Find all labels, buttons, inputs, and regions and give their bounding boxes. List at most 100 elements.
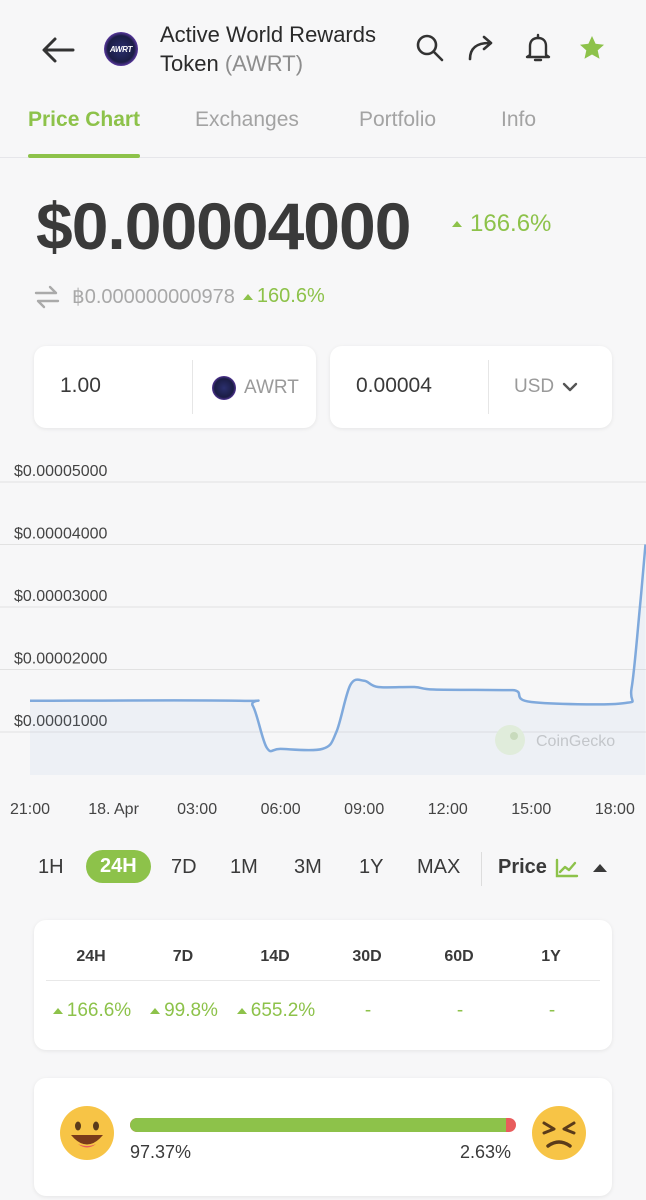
favorite-button[interactable] xyxy=(574,30,610,66)
up-arrow-icon xyxy=(150,1008,161,1014)
range-3m[interactable]: 3M xyxy=(294,856,322,878)
perf-header-7d: 7D xyxy=(172,948,194,965)
coin-title-line1: Active World Rewards xyxy=(160,22,376,47)
share-button[interactable] xyxy=(465,30,501,66)
active-tab-indicator xyxy=(28,154,140,158)
usd-price: $0.00004000 xyxy=(36,189,411,263)
tab-price-chart[interactable]: Price Chart xyxy=(28,108,141,131)
price-chart-svg[interactable]: $0.00005000 $0.00004000 $0.00003000 $0.0000… xyxy=(0,455,646,825)
usd-price-change: 166.6% xyxy=(452,210,551,238)
coin-symbol: (AWRT) xyxy=(224,51,304,76)
chart-type-toggle[interactable]: Price xyxy=(498,856,607,879)
btc-price: ฿0.000000000978 xyxy=(72,286,235,308)
coin-title-line2: Token xyxy=(160,51,219,76)
y-tick-label: $0.00003000 xyxy=(14,588,108,605)
divider xyxy=(46,980,600,981)
perf-value-1y: - xyxy=(548,1000,556,1021)
price-chart[interactable]: $0.00005000 $0.00004000 $0.00003000 $0.0000… xyxy=(0,455,646,825)
perf-value-7d: 99.8% xyxy=(138,1000,230,1022)
negative-percent: 2.63% xyxy=(460,1142,512,1162)
perf-header-1y: 1Y xyxy=(541,948,561,965)
range-1h[interactable]: 1H xyxy=(38,856,64,878)
perf-value-24h-text: 166.6% xyxy=(66,1000,132,1021)
x-tick-label: 18:00 xyxy=(595,801,635,818)
svg-text:CoinGecko: CoinGecko xyxy=(536,733,615,750)
divider xyxy=(192,360,193,414)
up-arrow-icon xyxy=(52,1008,63,1014)
line-chart-icon xyxy=(555,858,579,877)
perf-value-30d: - xyxy=(364,1000,372,1021)
y-tick-label: $0.00001000 xyxy=(14,713,108,730)
coin-logo: AWRT xyxy=(104,32,138,66)
range-24h[interactable]: 24H xyxy=(86,850,151,883)
y-tick-label: $0.00005000 xyxy=(14,463,108,480)
amount-input[interactable]: 1.00 xyxy=(60,374,101,397)
y-tick-label: $0.00002000 xyxy=(14,651,108,668)
btc-change-value: 160.6% xyxy=(256,285,325,307)
up-arrow-icon xyxy=(452,221,462,227)
x-tick-label: 12:00 xyxy=(428,801,468,818)
positive-percent: 97.37% xyxy=(130,1142,192,1162)
tab-exchanges[interactable]: Exchanges xyxy=(195,108,299,131)
x-tick-label: 15:00 xyxy=(511,801,551,818)
swap-icon xyxy=(34,285,60,308)
perf-value-14d-text: 655.2% xyxy=(250,1000,316,1021)
price-area xyxy=(30,544,646,775)
sentiment-bar xyxy=(130,1118,516,1132)
from-unit-label: AWRT xyxy=(244,377,299,398)
sentiment-positive-fill xyxy=(130,1118,506,1132)
range-1m[interactable]: 1M xyxy=(230,856,258,878)
coingecko-watermark: CoinGecko xyxy=(495,725,615,755)
coin-title: Active World Rewards Token (AWRT) xyxy=(160,20,400,78)
performance-card: 24H 7D 14D 30D 60D 1Y 166.6% 99.8% 655.2… xyxy=(34,920,612,1050)
divider xyxy=(488,360,489,414)
sentiment-card: 97.37% 2.63% xyxy=(34,1078,612,1196)
perf-value-60d: - xyxy=(456,1000,464,1021)
y-tick-label: $0.00004000 xyxy=(14,526,108,543)
tab-portfolio[interactable]: Portfolio xyxy=(359,108,437,131)
x-tick-label: 18. Apr xyxy=(88,801,139,818)
tab-bar: Price Chart Exchanges Portfolio Info xyxy=(0,100,646,158)
tab-info[interactable]: Info xyxy=(501,108,537,131)
notification-button[interactable] xyxy=(520,30,556,66)
converter-from-card: 1.00 AWRT xyxy=(34,346,316,428)
btc-price-change: 160.6% xyxy=(242,285,325,308)
chart-type-label: Price xyxy=(498,856,547,878)
converted-value-input[interactable]: 0.00004 xyxy=(356,374,432,397)
app-header: AWRT Active World Rewards Token (AWRT) xyxy=(0,0,646,96)
perf-header-60d: 60D xyxy=(444,948,474,965)
range-7d[interactable]: 7D xyxy=(171,856,197,878)
currency-select[interactable]: USD xyxy=(514,376,578,398)
back-arrow-icon xyxy=(42,37,75,63)
perf-header-14d: 14D xyxy=(260,948,290,965)
happy-face-icon[interactable] xyxy=(58,1104,116,1162)
star-icon xyxy=(580,36,604,59)
perf-header-24h: 24H xyxy=(76,948,106,965)
range-1y[interactable]: 1Y xyxy=(359,856,384,878)
up-arrow-icon xyxy=(242,293,253,300)
usd-change-value: 166.6% xyxy=(470,210,552,237)
share-icon xyxy=(468,35,493,61)
price-line xyxy=(29,544,646,753)
angry-face-icon[interactable] xyxy=(530,1104,588,1162)
range-max[interactable]: MAX xyxy=(417,856,461,878)
chevron-down-icon xyxy=(562,382,578,392)
coin-logo-text: AWRT xyxy=(109,44,133,54)
from-unit: AWRT xyxy=(212,376,299,400)
converter-to-card: 0.00004 USD xyxy=(330,346,612,428)
perf-value-7d-text: 99.8% xyxy=(164,1000,218,1021)
x-tick-label: 09:00 xyxy=(344,801,384,818)
perf-value-14d: 655.2% xyxy=(230,1000,322,1022)
coin-mini-logo xyxy=(212,376,236,400)
up-arrow-icon xyxy=(236,1008,247,1014)
currency-label: USD xyxy=(514,376,555,397)
range-separator xyxy=(481,852,482,886)
perf-value-24h: 166.6% xyxy=(46,1000,138,1022)
btc-price-row: ฿0.000000000978 160.6% xyxy=(34,284,325,309)
search-button[interactable] xyxy=(412,30,448,66)
x-tick-label: 03:00 xyxy=(177,801,217,818)
bell-icon xyxy=(525,33,551,62)
caret-up-icon xyxy=(592,863,607,872)
range-selector: 1H 24H 7D 1M 3M 1Y MAX Price xyxy=(0,848,646,892)
back-button[interactable] xyxy=(38,30,78,70)
